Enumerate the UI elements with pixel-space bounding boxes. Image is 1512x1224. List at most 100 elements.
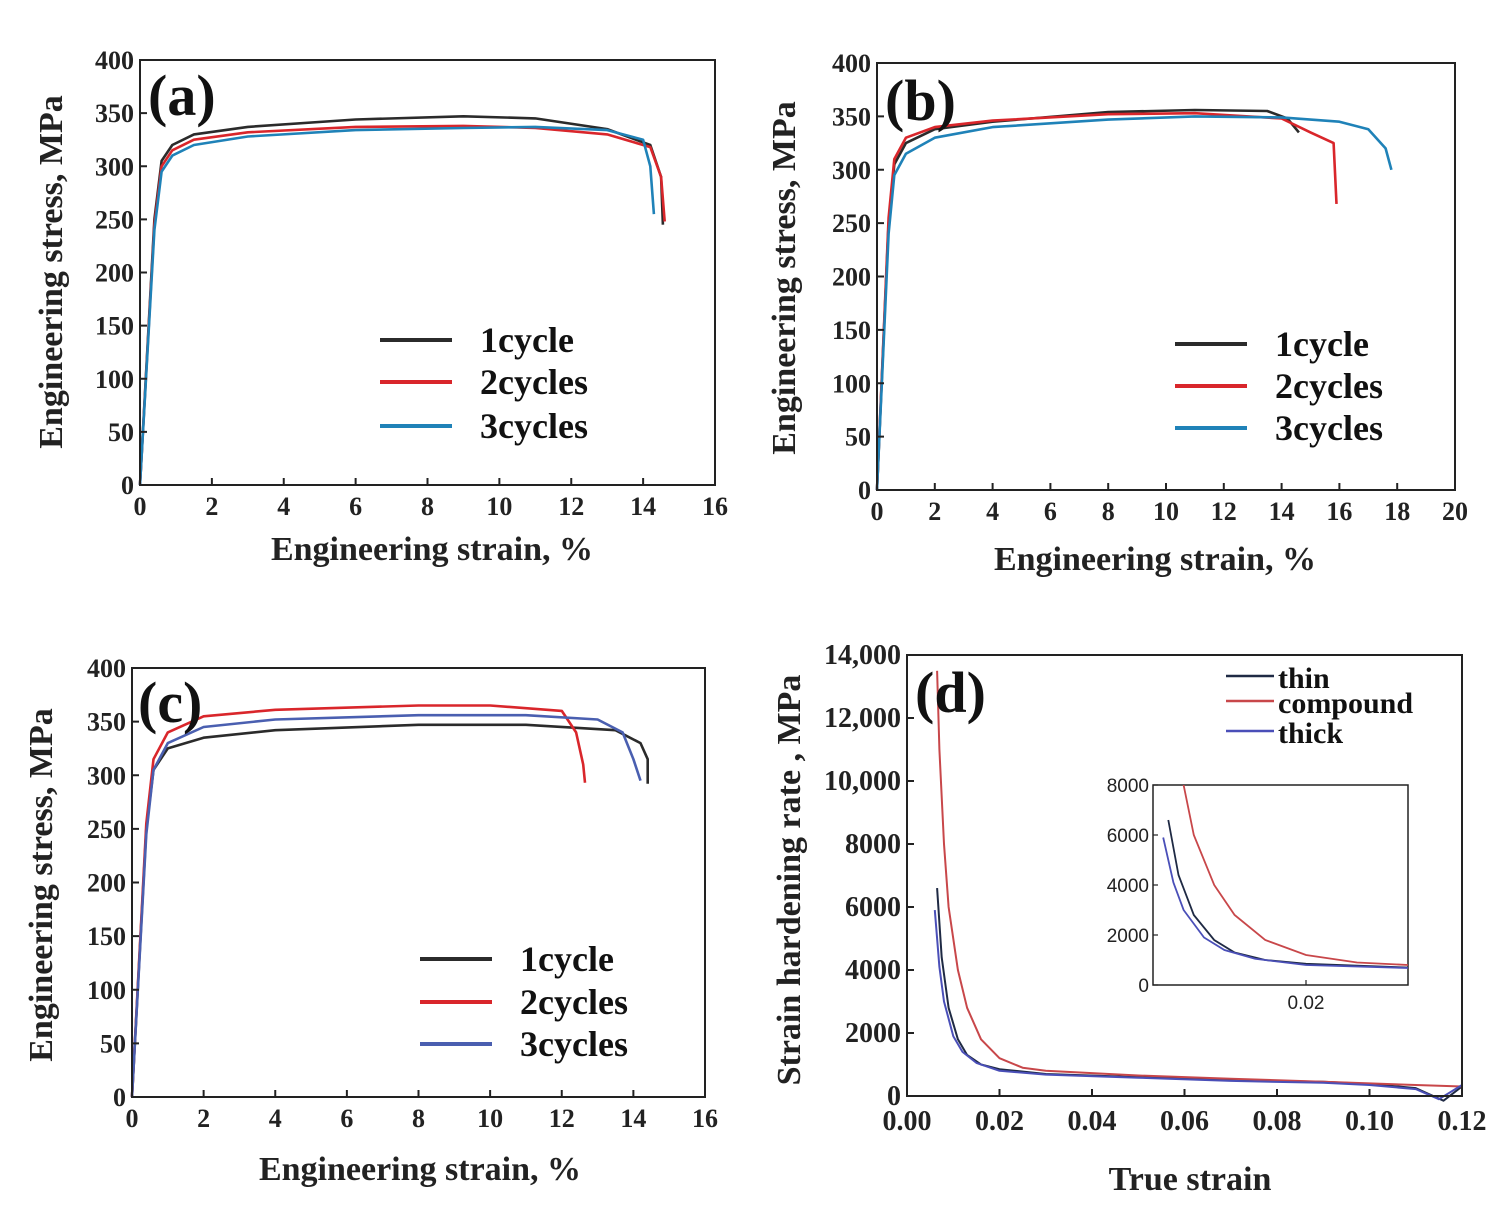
y-axis-label: Engineering stress, MPa [23,708,60,1062]
x-tick-label: 0 [871,497,884,526]
y-tick-label: 350 [832,102,871,131]
y-tick-label: 150 [832,316,871,345]
inset-y-tick-label: 8000 [1107,776,1149,797]
y-tick-label: 14,000 [824,640,901,671]
legend-label-compound: compound [1278,687,1413,720]
legend-label-1cycle: 1cycle [480,320,574,360]
x-tick-label: 14 [630,492,656,521]
legend-label-1cycle: 1cycle [1275,324,1369,364]
series-line-2cycles [138,124,666,486]
legend-label-3cycles: 3cycles [480,406,588,446]
panel-label: (a) [148,63,216,128]
panel-label: (d) [915,660,986,725]
plot-frame [139,59,716,486]
y-tick-label: 0 [858,476,871,505]
x-tick-label: 0.12 [1438,1106,1487,1137]
x-tick-label: 2 [205,492,218,521]
x-tick-label: 4 [277,492,290,521]
series-line-1cycle [138,115,665,486]
y-tick-label: 8000 [845,829,901,860]
y-axis-label: Strain hardening rate , MPa [771,675,808,1086]
y-tick-label: 200 [95,259,134,288]
x-tick-label: 12 [558,492,584,521]
x-tick-label: 4 [269,1104,282,1133]
legend-label-2cycles: 2cycles [1275,366,1383,406]
legend-label-3cycles: 3cycles [1275,408,1383,448]
series-line-3cycles [875,115,1393,491]
x-axis-label: Engineering strain, % [271,531,593,568]
x-tick-label: 10 [477,1104,503,1133]
y-tick-label: 300 [832,156,871,185]
x-tick-label: 16 [1326,497,1352,526]
y-tick-label: 200 [87,869,126,898]
y-tick-label: 300 [95,152,134,181]
legend-label-2cycles: 2cycles [520,982,628,1022]
x-tick-label: 0 [126,1104,139,1133]
x-tick-label: 10 [486,492,512,521]
series-line-3cycles [138,125,656,486]
x-tick-label: 18 [1384,497,1410,526]
chart-panel-2: 0 2 4 6 8 10 12 14 16 18 2005010015020025030035040… [766,49,1468,578]
legend-label-thin: thin [1278,662,1330,695]
y-tick-label: 250 [832,209,871,238]
y-tick-label: 4000 [845,955,901,986]
y-tick-label: 0 [121,471,134,500]
x-tick-label: 12 [1211,497,1237,526]
x-axis-label: Engineering strain, % [259,1151,581,1188]
chart-panel-4: 0.00 0.02 0.04 0.06 0.08 0.10 0.12 0 2000 4000 600… [771,640,1487,1198]
y-tick-label: 0 [887,1081,901,1112]
panel-label: (c) [138,670,202,735]
series-line-3cycles [130,713,642,1098]
series-line-compound [936,670,1463,1088]
y-tick-label: 250 [95,205,134,234]
x-tick-label: 8 [412,1104,425,1133]
x-tick-label: 14 [1269,497,1295,526]
x-tick-label: 0.00 [883,1106,932,1137]
x-tick-label: 12 [549,1104,575,1133]
x-tick-label: 6 [340,1104,353,1133]
x-tick-label: 6 [1044,497,1057,526]
x-tick-label: 0.02 [975,1106,1024,1137]
x-tick-label: 0.10 [1345,1106,1394,1137]
inset-line-thick [1162,837,1408,969]
inset-line-thin [1167,819,1408,969]
x-tick-label: 16 [702,492,728,521]
y-tick-label: 150 [87,922,126,951]
series-line-2cycles [130,704,587,1098]
y-tick-label: 250 [87,815,126,844]
x-tick-label: 0.08 [1253,1106,1302,1137]
y-tick-label: 150 [95,312,134,341]
inset-line-compound [1182,785,1408,966]
chart-panel-1: 0 2 4 6 8 10 12 14 16 0 50 100 150 200 250 300 350 400 Eng… [33,46,728,568]
series-line-2cycles [875,111,1338,491]
inset-y-tick-label: 2000 [1107,926,1149,947]
legend-label-thick: thick [1278,717,1343,750]
chart-panel-3: 0 2 4 6 8 10 12 14 16 0 50 100 150 200 250 300 350 400 Eng… [23,654,718,1188]
y-tick-label: 50 [845,423,871,452]
y-tick-label: 400 [95,46,134,75]
x-axis-label: True strain [1109,1161,1272,1198]
inset-y-tick-label: 6000 [1107,826,1149,847]
y-tick-label: 10,000 [824,766,901,797]
x-tick-label: 14 [620,1104,646,1133]
x-tick-label: 2 [928,497,941,526]
inset-x-tick-label: 0.02 [1288,993,1325,1014]
inset-series-group [1162,785,1408,969]
inset-chart: 0 2000 4000 6000 8000 0.02 [1107,776,1409,1014]
series-line-1cycle [875,108,1300,491]
inset-frame [1152,784,1409,986]
x-tick-label: 16 [692,1104,718,1133]
x-tick-label: 0.06 [1160,1106,1209,1137]
y-tick-label: 50 [100,1029,126,1058]
y-tick-label: 100 [832,369,871,398]
y-tick-label: 200 [832,263,871,292]
x-tick-label: 20 [1442,497,1468,526]
y-tick-label: 6000 [845,892,901,923]
x-tick-label: 6 [349,492,362,521]
x-tick-label: 8 [421,492,434,521]
y-tick-label: 2000 [845,1018,901,1049]
y-tick-label: 100 [95,365,134,394]
inset-y-tick-label: 0 [1138,976,1149,997]
legend-label-2cycles: 2cycles [480,362,588,402]
